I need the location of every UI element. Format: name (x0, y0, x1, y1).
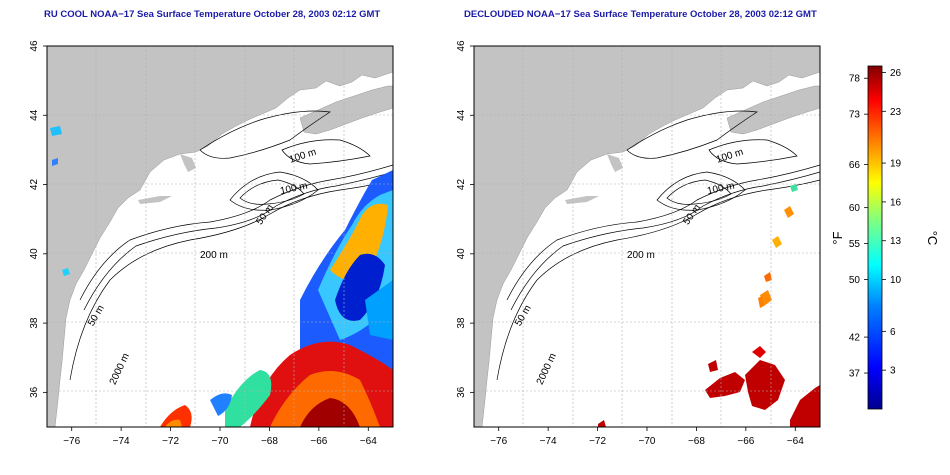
lon-tick-label: −66 (310, 436, 327, 447)
long-island (565, 196, 599, 204)
lon-tick-label: −64 (360, 436, 377, 447)
lon-tick-label: −70 (212, 436, 229, 447)
bathymetry-contours (69, 110, 393, 381)
celsius-tick-label: 19 (890, 159, 902, 170)
axis-ticks-panel-2: 36 38 40 42 44 46 −76 −74 −72 −70 −68 −66 −64 (456, 40, 804, 447)
nova-scotia (726, 85, 820, 135)
lat-tick-label: 44 (456, 109, 467, 121)
fahrenheit-tick-label: 73 (849, 110, 861, 121)
bathymetry-contours (496, 110, 820, 381)
lon-tick-label: −68 (688, 436, 705, 447)
lat-tick-label: 44 (29, 109, 40, 121)
panel-1-title: RU COOL NOAA−17 Sea Surface Temperature … (44, 9, 381, 20)
lat-tick-label: 38 (456, 317, 467, 329)
lon-tick-label: −74 (540, 436, 557, 447)
celsius-tick-label: 13 (890, 236, 902, 247)
contour-label-200m: 200 m (200, 250, 228, 261)
fahrenheit-tick-label: 50 (849, 275, 861, 286)
fahrenheit-tick-label: 55 (849, 239, 861, 250)
nova-scotia (299, 85, 393, 135)
long-island (138, 196, 172, 204)
fahrenheit-unit-label: °F (830, 231, 845, 244)
map-panel-2: 100 m 100 m 50 m 200 m 50 m 2000 m 36384… (456, 40, 821, 447)
sst-data-raw (50, 126, 393, 427)
lon-tick-label: −66 (737, 436, 754, 447)
fahrenheit-tick-label: 60 (849, 203, 861, 214)
celsius-unit-label: °C (925, 231, 940, 246)
map-panel-1: 100 m 100 m 50 m 200 m 50 m 2000 m 36384… (29, 40, 394, 447)
lat-tick-label: 46 (456, 40, 467, 52)
lat-tick-label: 46 (29, 40, 40, 52)
celsius-tick-label: 26 (890, 68, 902, 79)
fahrenheit-tick-label: 42 (849, 333, 861, 344)
celsius-tick-label: 10 (890, 275, 902, 286)
cape-cod (180, 154, 196, 172)
contour-label-200m: 200 m (627, 250, 655, 261)
lon-tick-label: −72 (589, 436, 606, 447)
panel-2-title: DECLOUDED NOAA−17 Sea Surface Temperatur… (464, 9, 817, 20)
colorbar-ticks: 26 23 19 16 13 10 6 3 78 73 66 60 55 50 42 37 (849, 68, 902, 380)
grid-lines (474, 46, 820, 427)
lon-tick-label: −72 (162, 436, 179, 447)
celsius-tick-label: 16 (890, 197, 902, 208)
land-mass (47, 46, 393, 427)
fahrenheit-tick-label: 37 (849, 369, 861, 380)
lat-tick-label: 40 (456, 248, 467, 260)
lat-tick-label: 38 (29, 317, 40, 329)
colorbar: 26 23 19 16 13 10 6 3 78 73 66 60 55 50 42 37 °F °C (830, 65, 940, 410)
lon-tick-label: −70 (639, 436, 656, 447)
grid-lines (47, 46, 393, 427)
lon-tick-label: −76 (490, 436, 507, 447)
lat-tick-label: 42 (29, 179, 40, 191)
colorbar-gradient (867, 65, 883, 410)
axis-ticks-panel-1: 36 38 40 42 44 46 −76 −74 −72 −70 −68 −66 −64 (29, 40, 377, 447)
lon-tick-label: −64 (787, 436, 804, 447)
celsius-tick-label: 3 (890, 366, 896, 377)
lat-tick-label: 36 (456, 386, 467, 398)
lat-tick-label: 36 (29, 386, 40, 398)
lat-tick-label: 40 (29, 248, 40, 260)
celsius-tick-label: 6 (890, 327, 896, 338)
land-mass (474, 46, 820, 427)
cape-cod (607, 154, 623, 172)
lat-tick-label: 42 (456, 179, 467, 191)
fahrenheit-tick-label: 66 (849, 160, 861, 171)
lon-tick-label: −74 (113, 436, 130, 447)
sst-data-declouded (598, 184, 820, 427)
celsius-tick-label: 23 (890, 107, 902, 118)
lon-tick-label: −68 (261, 436, 278, 447)
lon-tick-label: −76 (63, 436, 80, 447)
fahrenheit-tick-label: 78 (849, 74, 861, 85)
